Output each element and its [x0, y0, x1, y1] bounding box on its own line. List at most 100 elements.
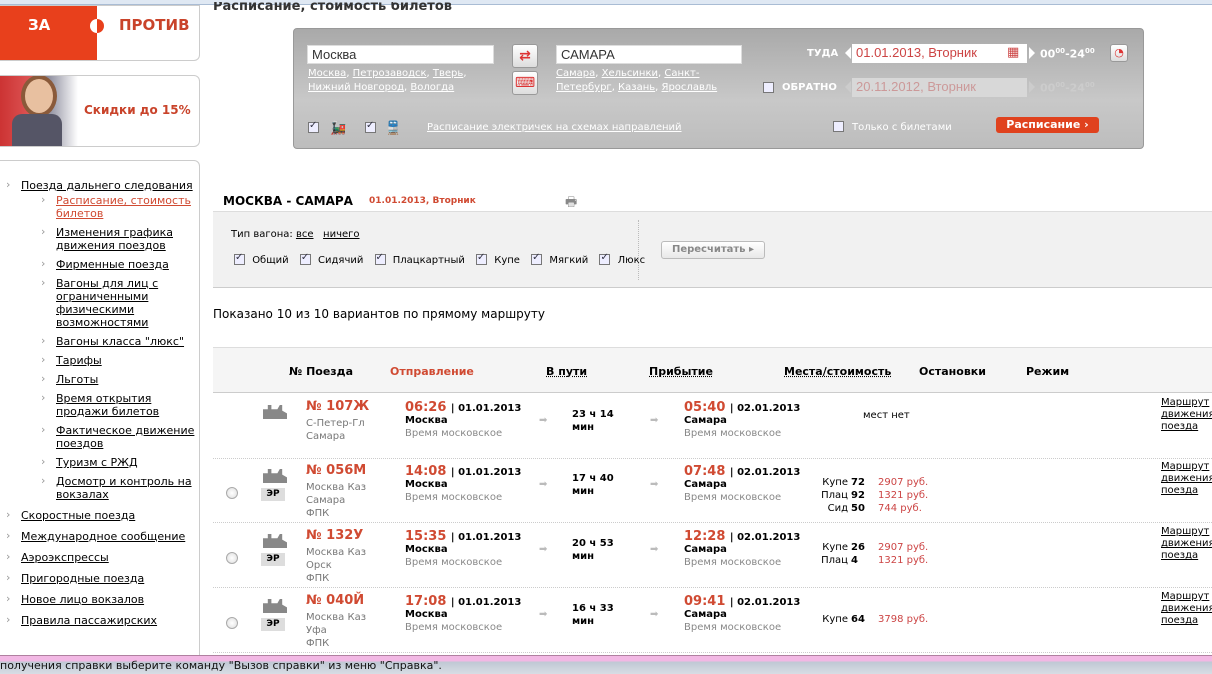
station-suggestion-link[interactable]: Ярославль: [661, 82, 718, 93]
col-duration[interactable]: В пути: [546, 365, 588, 378]
time-filter-button[interactable]: ◔: [1110, 44, 1128, 62]
swap-stations-button[interactable]: ⇄: [512, 44, 538, 68]
sidebar-subitem[interactable]: Льготы: [41, 372, 199, 386]
return-checkbox[interactable]: [763, 82, 774, 93]
seat-class-row[interactable]: Плац 4 1321 руб.: [821, 555, 929, 566]
train-route-link[interactable]: Маршрут движения поезда: [1161, 591, 1212, 626]
electric-train-icon: 🚆: [385, 121, 402, 136]
sidebar-item[interactable]: Новое лицо вокзалов: [6, 592, 199, 606]
wagon-type-option[interactable]: Мягкий: [531, 252, 592, 266]
arrival-timezone: Время московское: [684, 557, 782, 568]
locomotive-icon: [263, 469, 287, 483]
train-number[interactable]: № 107Ж: [306, 399, 370, 414]
sidebar-item[interactable]: Поезда дальнего следованияРасписание, ст…: [6, 178, 199, 501]
wagon-type-checkbox[interactable]: [531, 252, 543, 265]
half-circle-icon: [90, 19, 104, 33]
sidebar-subitem[interactable]: Досмотр и контроль на вокзалах: [41, 474, 199, 501]
status-bar: получения справки выберите команду "Вызо…: [0, 655, 1212, 674]
promo-text: Скидки до 15%: [84, 103, 191, 117]
calendar-icon[interactable]: ▦: [1007, 45, 1020, 60]
there-time-range[interactable]: 0000-2400: [1040, 47, 1095, 61]
back-next-arrow: [1029, 81, 1035, 93]
train-number[interactable]: № 040Й: [306, 593, 365, 608]
arrow-right-icon: ➡: [539, 415, 548, 426]
station-suggestion-link[interactable]: Санкт-Петербург: [556, 68, 700, 93]
select-train-radio[interactable]: [226, 552, 238, 564]
station-suggestion-link[interactable]: Вологда: [410, 82, 455, 93]
station-suggestion-link[interactable]: Нижний Новгород: [308, 82, 405, 93]
wagon-type-option[interactable]: Сидячий: [299, 252, 368, 266]
prev-date-arrow[interactable]: [845, 47, 851, 59]
wagon-type-checkbox[interactable]: [599, 252, 611, 265]
from-station-input[interactable]: [307, 45, 494, 64]
to-station-input[interactable]: [556, 45, 742, 64]
seat-class-row[interactable]: Плац 92 1321 руб.: [821, 490, 929, 501]
select-none-link[interactable]: ничего: [323, 229, 360, 240]
sidebar-subitem[interactable]: Вагоны для лиц с ограниченными физически…: [41, 276, 199, 329]
select-train-radio[interactable]: [226, 617, 238, 629]
sidebar-item[interactable]: Правила пассажирских: [6, 613, 199, 627]
wagon-type-checkbox[interactable]: [476, 252, 488, 265]
station-suggestion-link[interactable]: Петрозаводск: [352, 68, 427, 79]
there-date-input[interactable]: 01.01.2013, Вторник: [852, 44, 1027, 63]
seat-class-row[interactable]: Купе 64 3798 руб.: [822, 614, 929, 625]
col-arrival[interactable]: Прибытие: [649, 365, 713, 378]
discount-promo-banner[interactable]: Скидки до 15%: [0, 75, 200, 147]
col-train-number[interactable]: № Поезда: [289, 365, 353, 378]
print-icon[interactable]: 🖶: [565, 195, 578, 210]
wagon-type-checkbox[interactable]: [234, 252, 245, 265]
train-route-link[interactable]: Маршрут движения поезда: [1161, 397, 1212, 432]
za-protiv-banner[interactable]: ЗА ПРОТИВ: [0, 5, 200, 61]
sidebar-item[interactable]: Пригородные поезда: [6, 571, 199, 585]
wagon-type-option[interactable]: Плацкартный: [374, 252, 469, 266]
select-train-radio[interactable]: [226, 487, 238, 499]
col-seats-price[interactable]: Места/стоимость: [784, 365, 892, 378]
col-departure[interactable]: Отправление: [390, 365, 474, 378]
sidebar-subitem[interactable]: Изменения графика движения поездов: [41, 225, 199, 252]
departure-station: Москва: [405, 544, 448, 555]
recalculate-button[interactable]: Пересчитать ▸: [661, 241, 765, 259]
seat-class-row[interactable]: Купе 26 2907 руб.: [822, 542, 929, 553]
train-route-link[interactable]: Маршрут движения поезда: [1161, 461, 1212, 496]
wagon-type-checkbox[interactable]: [374, 252, 386, 265]
elektrichki-schemes-link[interactable]: Расписание электричек на схемах направле…: [427, 122, 682, 133]
wagon-type-option[interactable]: Общий: [234, 252, 293, 266]
only-with-tickets-checkbox[interactable]: [833, 121, 844, 132]
next-date-arrow[interactable]: [1029, 47, 1035, 59]
wagon-type-checkbox[interactable]: [299, 252, 311, 265]
suburban-checkbox[interactable]: [365, 120, 376, 133]
results-count: Показано 10 из 10 вариантов по прямому м…: [213, 307, 545, 321]
sidebar-subitem[interactable]: Время открытия продажи билетов: [41, 391, 199, 418]
schedule-submit-button[interactable]: Расписание ›: [996, 117, 1099, 133]
sidebar-subitem[interactable]: Туризм с РЖД: [41, 455, 199, 469]
train-route-link[interactable]: Маршрут движения поезда: [1161, 526, 1212, 561]
train-number[interactable]: № 056М: [306, 463, 367, 478]
train-number[interactable]: № 132У: [306, 528, 364, 543]
select-all-link[interactable]: все: [295, 229, 314, 240]
sidebar-item[interactable]: Скоростные поезда: [6, 508, 199, 522]
sidebar-subitem[interactable]: Расписание, стоимость билетов: [41, 193, 199, 220]
sidebar-subitem[interactable]: Тарифы: [41, 353, 199, 367]
sidebar-item[interactable]: Международное сообщение: [6, 529, 199, 543]
sidebar-subitem[interactable]: Фактическое движение поездов: [41, 423, 199, 450]
station-suggestion-link[interactable]: Самара: [556, 68, 596, 79]
station-suggestion-link[interactable]: Москва: [308, 68, 347, 79]
station-suggestion-link[interactable]: Хельсинки: [601, 68, 658, 79]
wagon-type-label: Тип вагона:: [231, 229, 293, 240]
wagon-type-option[interactable]: Люкс: [599, 252, 649, 266]
seat-class-row[interactable]: Купе 72 2907 руб.: [822, 477, 929, 488]
sidebar-item[interactable]: Аэроэкспрессы: [6, 550, 199, 564]
station-suggestion-link[interactable]: Тверь: [432, 68, 464, 79]
arrow-right-icon: ➡: [650, 544, 659, 555]
long-distance-checkbox[interactable]: [308, 120, 319, 133]
departure-time: 14:08 | 01.01.2013: [405, 464, 522, 479]
train-row: ЭР № 056М Москва Каз Самара ФПК 14:08 | 01.01…: [213, 459, 1212, 523]
station-suggestion-link[interactable]: Казань: [618, 82, 656, 93]
train-stations: Москва Каз Самара ФПК: [306, 482, 367, 519]
departure-timezone: Время московское: [405, 492, 503, 503]
seat-class-row[interactable]: Сид 50 744 руб.: [827, 503, 922, 514]
sidebar-subitem[interactable]: Вагоны класса "люкс": [41, 334, 199, 348]
wagon-type-option[interactable]: Купе: [476, 252, 524, 266]
sidebar-subitem[interactable]: Фирменные поезда: [41, 257, 199, 271]
virtual-keyboard-button[interactable]: ⌨: [512, 71, 538, 95]
